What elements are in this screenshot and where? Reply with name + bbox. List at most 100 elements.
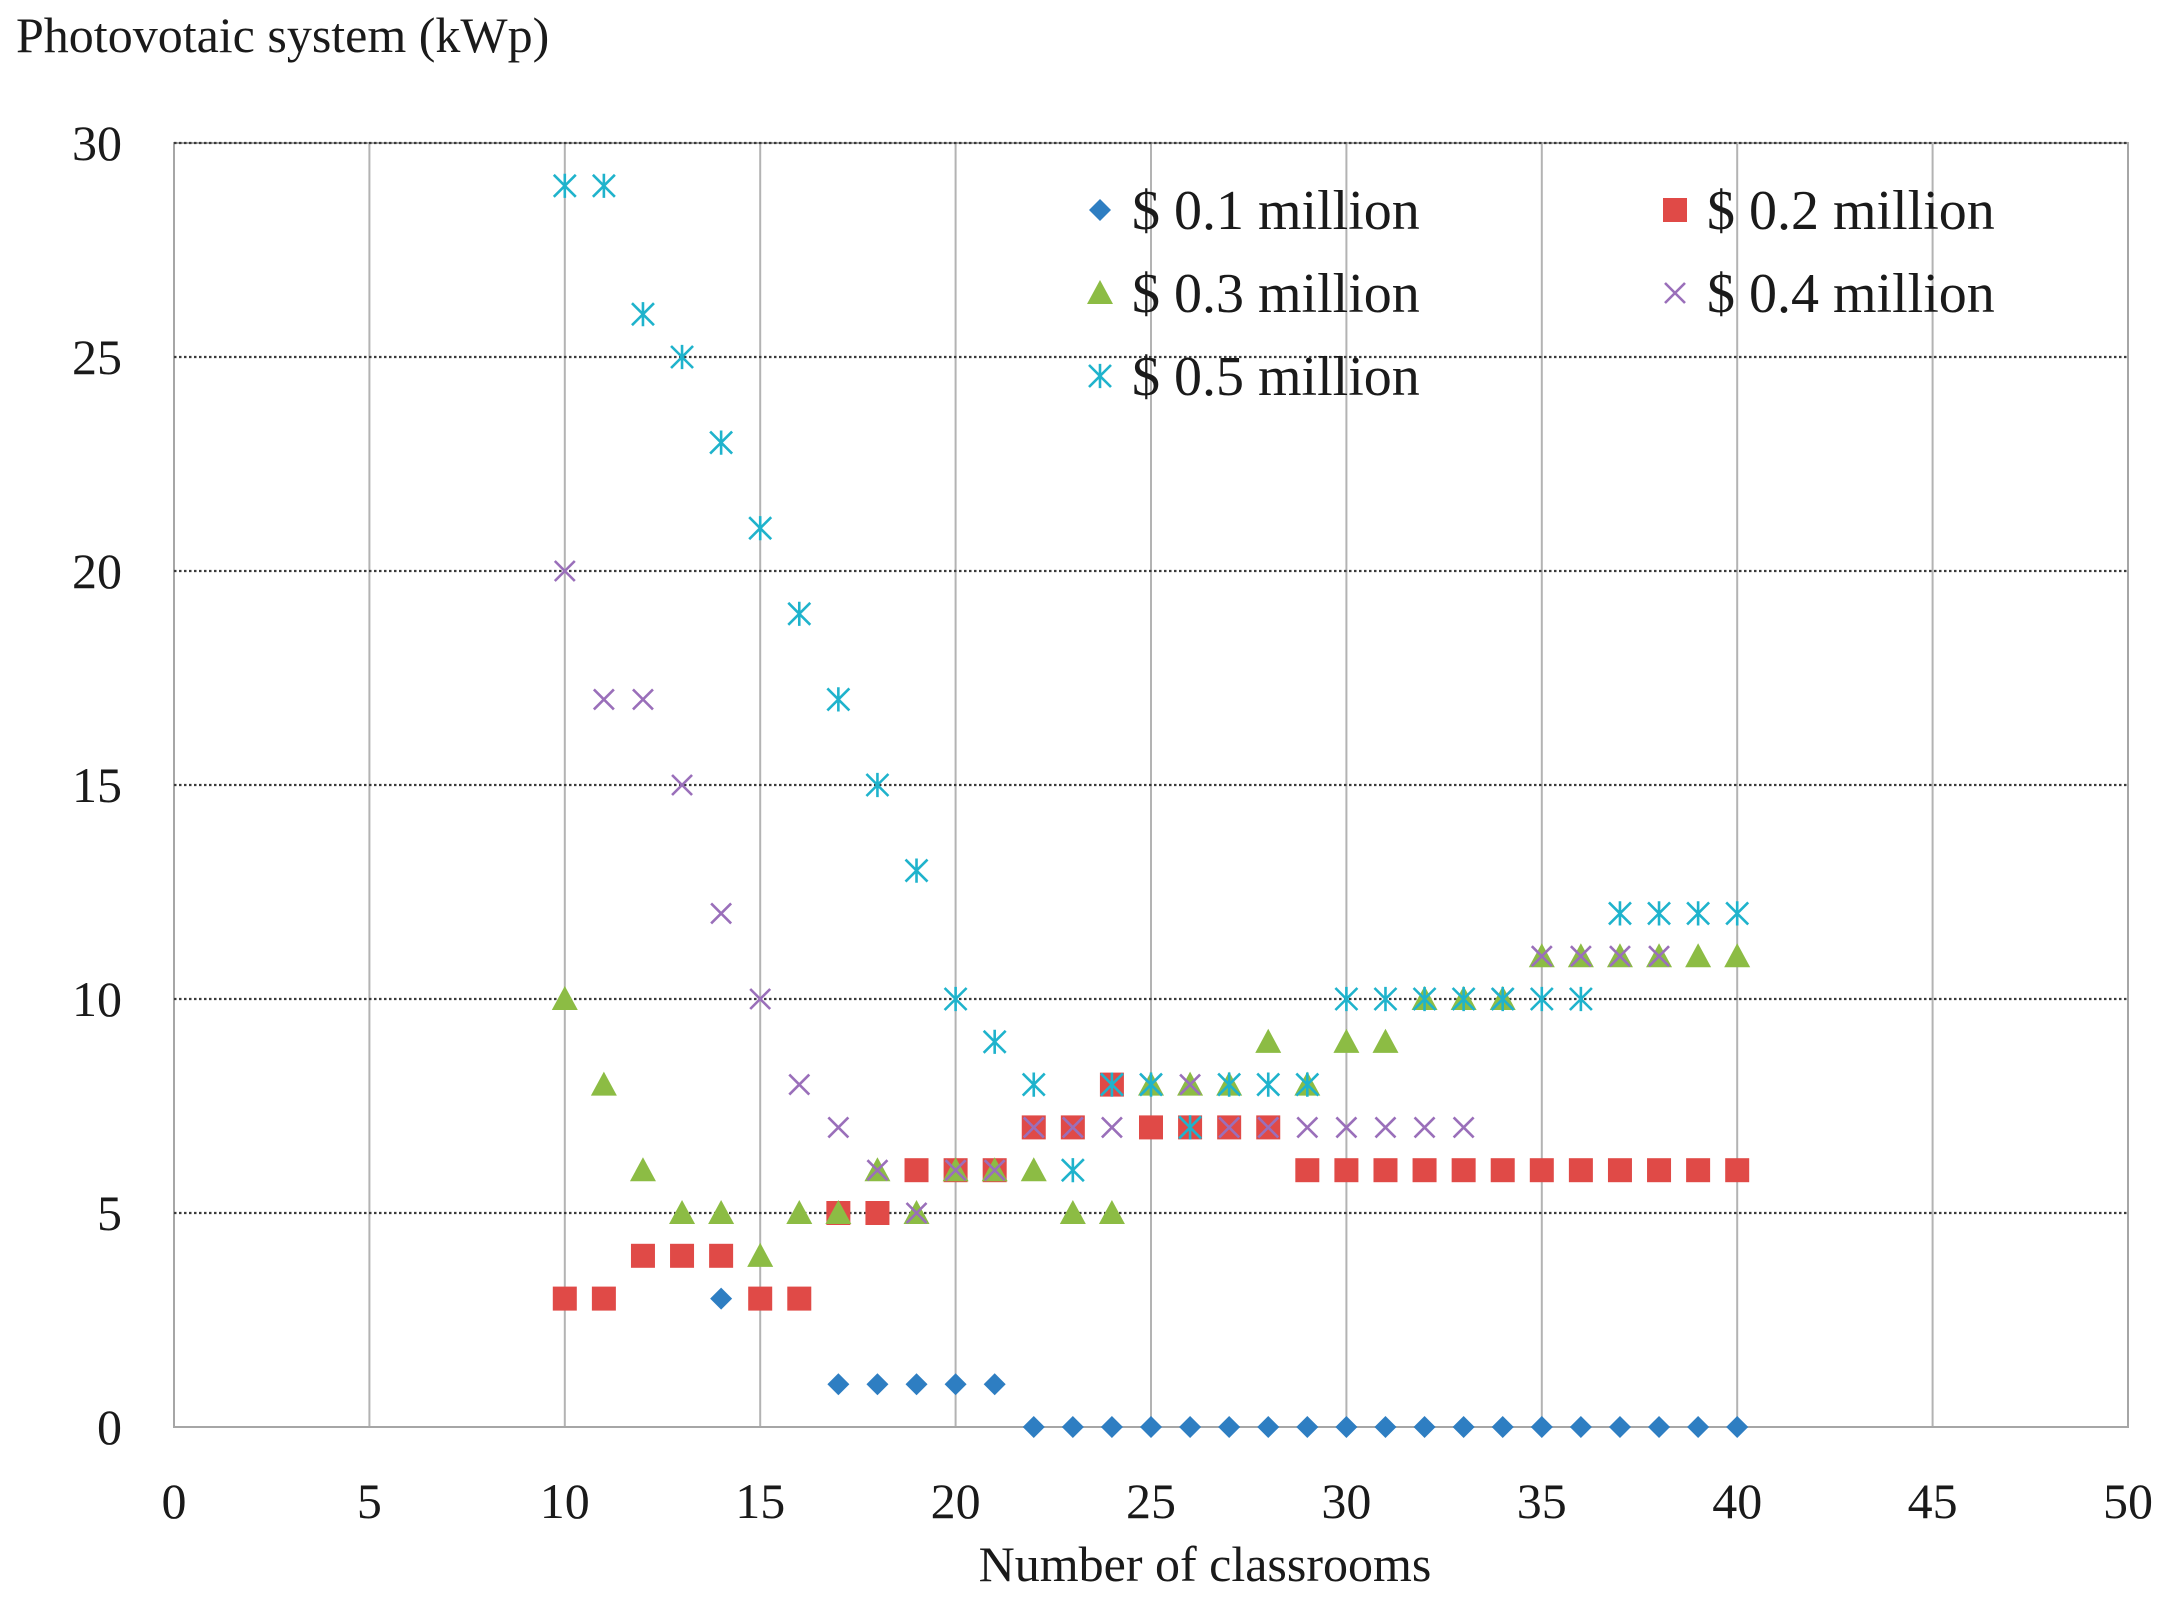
data-point: [982, 1029, 1007, 1054]
asterisk-marker: [1334, 986, 1359, 1012]
data-point: [1568, 1158, 1593, 1183]
data-point: [1295, 1158, 1320, 1183]
data-point: [1648, 945, 1670, 968]
data-point: [709, 430, 734, 455]
data-point: [1139, 1072, 1163, 1097]
data-point: [1685, 943, 1712, 968]
data-point: [749, 988, 772, 1010]
data-point: [709, 1243, 734, 1268]
data-point: [552, 173, 577, 198]
triangle-marker: [669, 1200, 696, 1225]
square-marker: [591, 1286, 616, 1311]
triangle-marker: [747, 1242, 774, 1267]
data-point: [1374, 1116, 1397, 1139]
data-point: [865, 1201, 890, 1225]
triangle-marker: [1098, 1200, 1125, 1225]
y-tick-label: 10: [72, 971, 122, 1027]
asterisk-marker: [1139, 1072, 1163, 1097]
asterisk-marker: [1686, 901, 1711, 926]
asterisk-marker: [1060, 1158, 1085, 1183]
data-point: [826, 687, 851, 712]
square-marker: [1647, 1158, 1672, 1183]
asterisk-marker: [670, 344, 694, 370]
triangle-marker: [1724, 943, 1751, 968]
data-point: [1255, 1028, 1282, 1053]
asterisk-marker: [1412, 986, 1437, 1012]
square-marker: [1490, 1158, 1515, 1183]
x-tick-label: 5: [357, 1473, 382, 1529]
square-marker: [552, 1286, 577, 1311]
data-point: [551, 986, 578, 1011]
data-point: [1217, 1072, 1242, 1097]
data-point: [1490, 1158, 1515, 1183]
data-point: [1451, 1158, 1476, 1183]
legend-label: $ 0.3 million: [1132, 263, 1420, 325]
data-point: [1529, 1158, 1554, 1183]
x-marker: [1413, 1116, 1436, 1139]
data-point: [983, 1159, 1006, 1182]
data-point: [592, 688, 615, 711]
data-point: [1609, 945, 1631, 968]
data-point: [708, 1200, 735, 1225]
data-point: [1257, 1416, 1280, 1438]
x-tick-label: 35: [1517, 1473, 1567, 1529]
x-marker: [671, 774, 693, 796]
x-marker: [1218, 1116, 1241, 1139]
data-point: [905, 1202, 928, 1224]
data-point: [1530, 945, 1553, 968]
data-point: [904, 858, 929, 883]
data-point: [1100, 1416, 1123, 1438]
data-point: [1491, 1416, 1514, 1438]
x-marker: [1335, 1116, 1358, 1139]
triangle-marker: [1372, 1028, 1399, 1053]
asterisk-marker: [1373, 986, 1398, 1012]
legend-item: $ 0.4 million: [1664, 263, 1995, 325]
asterisk-marker: [1178, 1115, 1202, 1140]
diamond-marker: [1335, 1416, 1358, 1438]
legend-label: $ 0.5 million: [1132, 346, 1420, 408]
asterisk-marker: [1725, 901, 1750, 926]
square-marker: [1139, 1115, 1163, 1140]
data-point: [670, 1243, 695, 1268]
data-point: [1530, 1416, 1553, 1438]
diamond-marker: [1491, 1416, 1514, 1438]
data-point: [1412, 986, 1437, 1012]
square-marker: [1412, 1158, 1437, 1183]
data-point: [591, 1286, 616, 1311]
data-point: [827, 1116, 850, 1139]
data-point: [865, 772, 890, 798]
triangle-marker: [551, 986, 578, 1011]
data-point: [905, 1373, 928, 1396]
x-marker: [710, 902, 733, 925]
data-point: [1061, 1116, 1084, 1139]
asterisk-marker: [1451, 986, 1476, 1012]
series-1: [710, 1287, 1749, 1438]
y-tick-label: 15: [72, 757, 122, 813]
data-point: [1257, 1116, 1280, 1139]
data-point: [827, 1373, 850, 1396]
data-point: [1022, 1416, 1045, 1438]
data-point: [1608, 1416, 1631, 1438]
data-point: [1664, 282, 1686, 304]
asterisk-marker: [1647, 901, 1671, 926]
diamond-marker: [1648, 1416, 1671, 1438]
data-point: [944, 1373, 967, 1396]
data-point: [787, 601, 812, 626]
diamond-marker: [866, 1373, 889, 1396]
x-marker: [1101, 1116, 1123, 1139]
data-point: [1569, 945, 1592, 968]
triangle-marker: [1255, 1028, 1282, 1053]
diamond-marker: [1530, 1416, 1553, 1438]
legend-item: $ 0.3 million: [1087, 263, 1420, 325]
data-point: [1334, 1158, 1359, 1183]
data-point: [1218, 1116, 1241, 1139]
data-point: [632, 688, 654, 711]
y-axis-label: Photovotaic system (kWp): [16, 7, 550, 63]
x-axis-label: Number of classrooms: [978, 1536, 1432, 1592]
square-marker: [748, 1286, 773, 1311]
x-marker: [905, 1202, 928, 1224]
data-point: [1179, 1416, 1202, 1438]
x-marker: [944, 1159, 967, 1182]
triangle-marker: [1333, 1028, 1360, 1053]
data-point: [1568, 986, 1593, 1012]
